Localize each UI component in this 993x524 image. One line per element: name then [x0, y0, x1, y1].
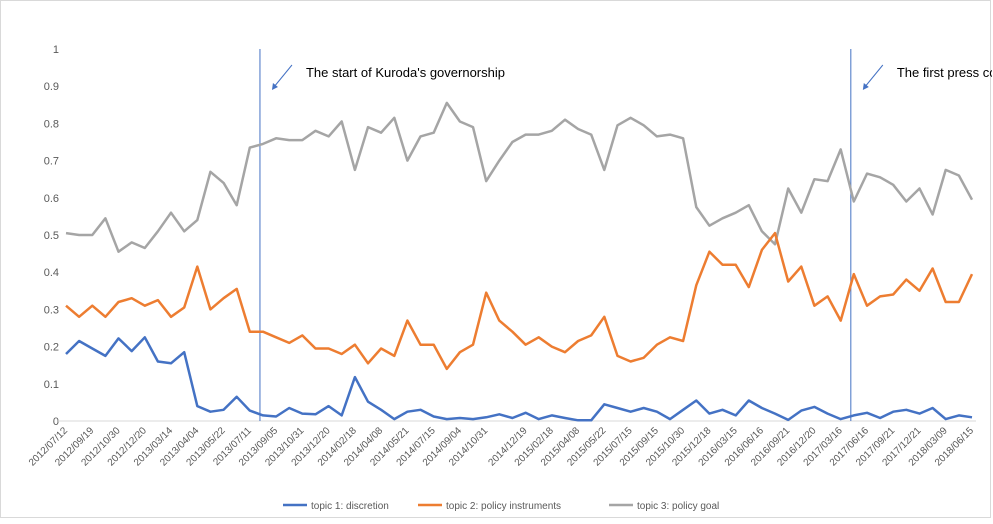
annotations: The start of Kuroda's governorship The fi… — [271, 64, 993, 90]
y-tick-label: 0.8 — [44, 118, 59, 130]
series-line — [65, 336, 973, 422]
annotation-text: The first press conference in 2016 — [897, 65, 992, 80]
series-lines — [65, 101, 974, 422]
legend-label: topic 3: policy goal — [637, 501, 719, 512]
y-tick-label: 0 — [53, 416, 59, 428]
annotation-text: The start of Kuroda's governorship — [306, 65, 505, 80]
legend-label: topic 1: discretion — [311, 501, 389, 512]
annotation-arrowhead — [271, 83, 278, 90]
annotation-arrowhead — [862, 83, 869, 90]
annotation-arrow — [864, 64, 884, 88]
series-line — [65, 231, 974, 371]
y-tick-label: 0.9 — [44, 81, 59, 93]
legend-label: topic 2: policy instruments — [446, 501, 561, 512]
y-tick-label: 0.5 — [44, 230, 59, 242]
y-tick-label: 0.4 — [44, 267, 59, 279]
y-tick-label: 0.7 — [44, 156, 59, 168]
y-tick-label: 0.3 — [44, 304, 59, 316]
y-tick-label: 0.6 — [44, 193, 59, 205]
y-tick-label: 1 — [53, 44, 59, 56]
series-line — [65, 101, 974, 253]
event-lines — [259, 49, 852, 421]
annotation-arrow — [273, 64, 293, 88]
x-axis: 2012/07/122012/09/192012/10/302012/12/20… — [27, 420, 976, 469]
y-tick-label: 0.2 — [44, 342, 59, 354]
y-axis: 0 0.1 0.2 0.3 0.4 0.5 0.6 0.7 0.8 0.9 1 — [44, 44, 59, 428]
y-tick-label: 0.1 — [44, 379, 59, 391]
legend: topic 1: discretion topic 2: policy instr… — [283, 501, 719, 512]
